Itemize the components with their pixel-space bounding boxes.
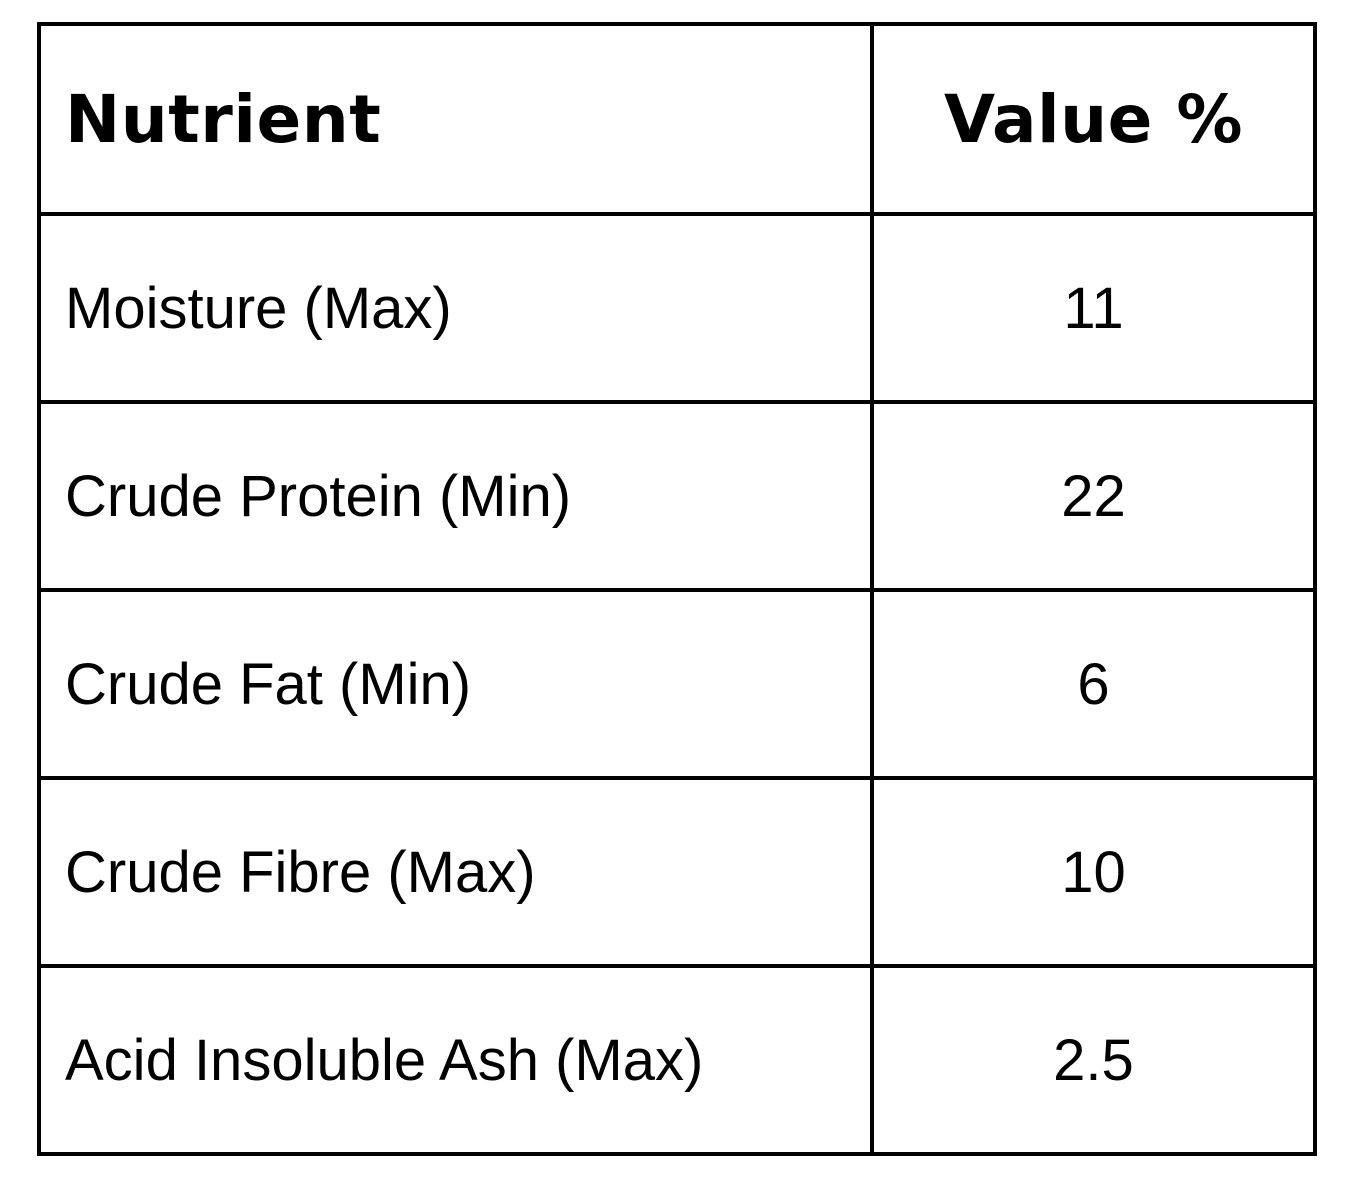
table-row-crude-fibre: Crude Fibre (Max) 10 xyxy=(37,776,1317,968)
table-header-row: Nutrient Value % xyxy=(37,22,1317,216)
value-cell: 22 xyxy=(870,400,1317,592)
nutrition-facts-table: Nutrient Value % Moisture (Max) 11 Crude… xyxy=(37,22,1317,1156)
column-header-value-percent: Value % xyxy=(870,22,1317,216)
table-row-crude-protein: Crude Protein (Min) 22 xyxy=(37,400,1317,592)
value-cell: 2.5 xyxy=(870,964,1317,1156)
value-cell: 6 xyxy=(870,588,1317,780)
table-row-acid-insoluble-ash: Acid Insoluble Ash (Max) 2.5 xyxy=(37,964,1317,1156)
value-cell: 11 xyxy=(870,212,1317,404)
nutrient-cell: Crude Fat (Min) xyxy=(37,588,874,780)
table-row-moisture: Moisture (Max) 11 xyxy=(37,212,1317,404)
nutrient-cell: Crude Protein (Min) xyxy=(37,400,874,592)
nutrient-cell: Crude Fibre (Max) xyxy=(37,776,874,968)
column-header-nutrient: Nutrient xyxy=(37,22,874,216)
table-row-crude-fat: Crude Fat (Min) 6 xyxy=(37,588,1317,780)
nutrient-cell: Moisture (Max) xyxy=(37,212,874,404)
value-cell: 10 xyxy=(870,776,1317,968)
nutrient-cell: Acid Insoluble Ash (Max) xyxy=(37,964,874,1156)
